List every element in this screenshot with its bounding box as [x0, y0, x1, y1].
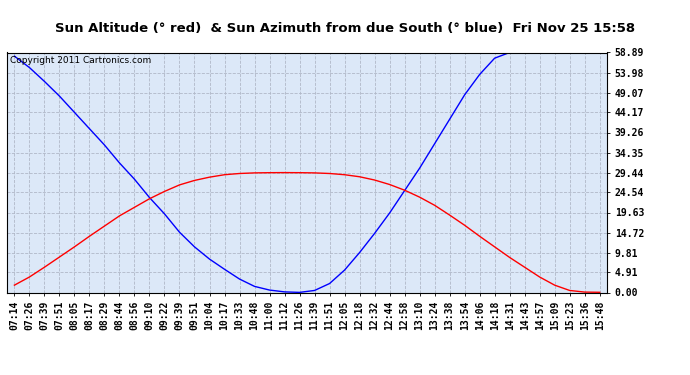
Text: Copyright 2011 Cartronics.com: Copyright 2011 Cartronics.com [10, 56, 151, 65]
Text: Sun Altitude (° red)  & Sun Azimuth from due South (° blue)  Fri Nov 25 15:58: Sun Altitude (° red) & Sun Azimuth from … [55, 22, 635, 34]
